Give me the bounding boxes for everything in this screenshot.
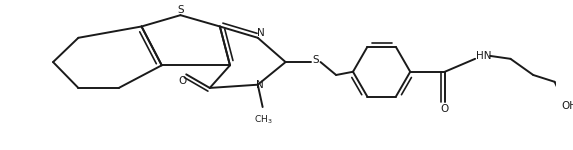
Text: HN: HN bbox=[476, 51, 491, 61]
Text: S: S bbox=[313, 55, 320, 65]
Text: N: N bbox=[257, 28, 265, 38]
Text: CH$_3$: CH$_3$ bbox=[254, 114, 273, 126]
Text: N: N bbox=[256, 80, 264, 90]
Text: O: O bbox=[178, 76, 186, 86]
Text: S: S bbox=[177, 5, 184, 15]
Text: OH: OH bbox=[561, 101, 573, 111]
Text: O: O bbox=[441, 104, 449, 114]
